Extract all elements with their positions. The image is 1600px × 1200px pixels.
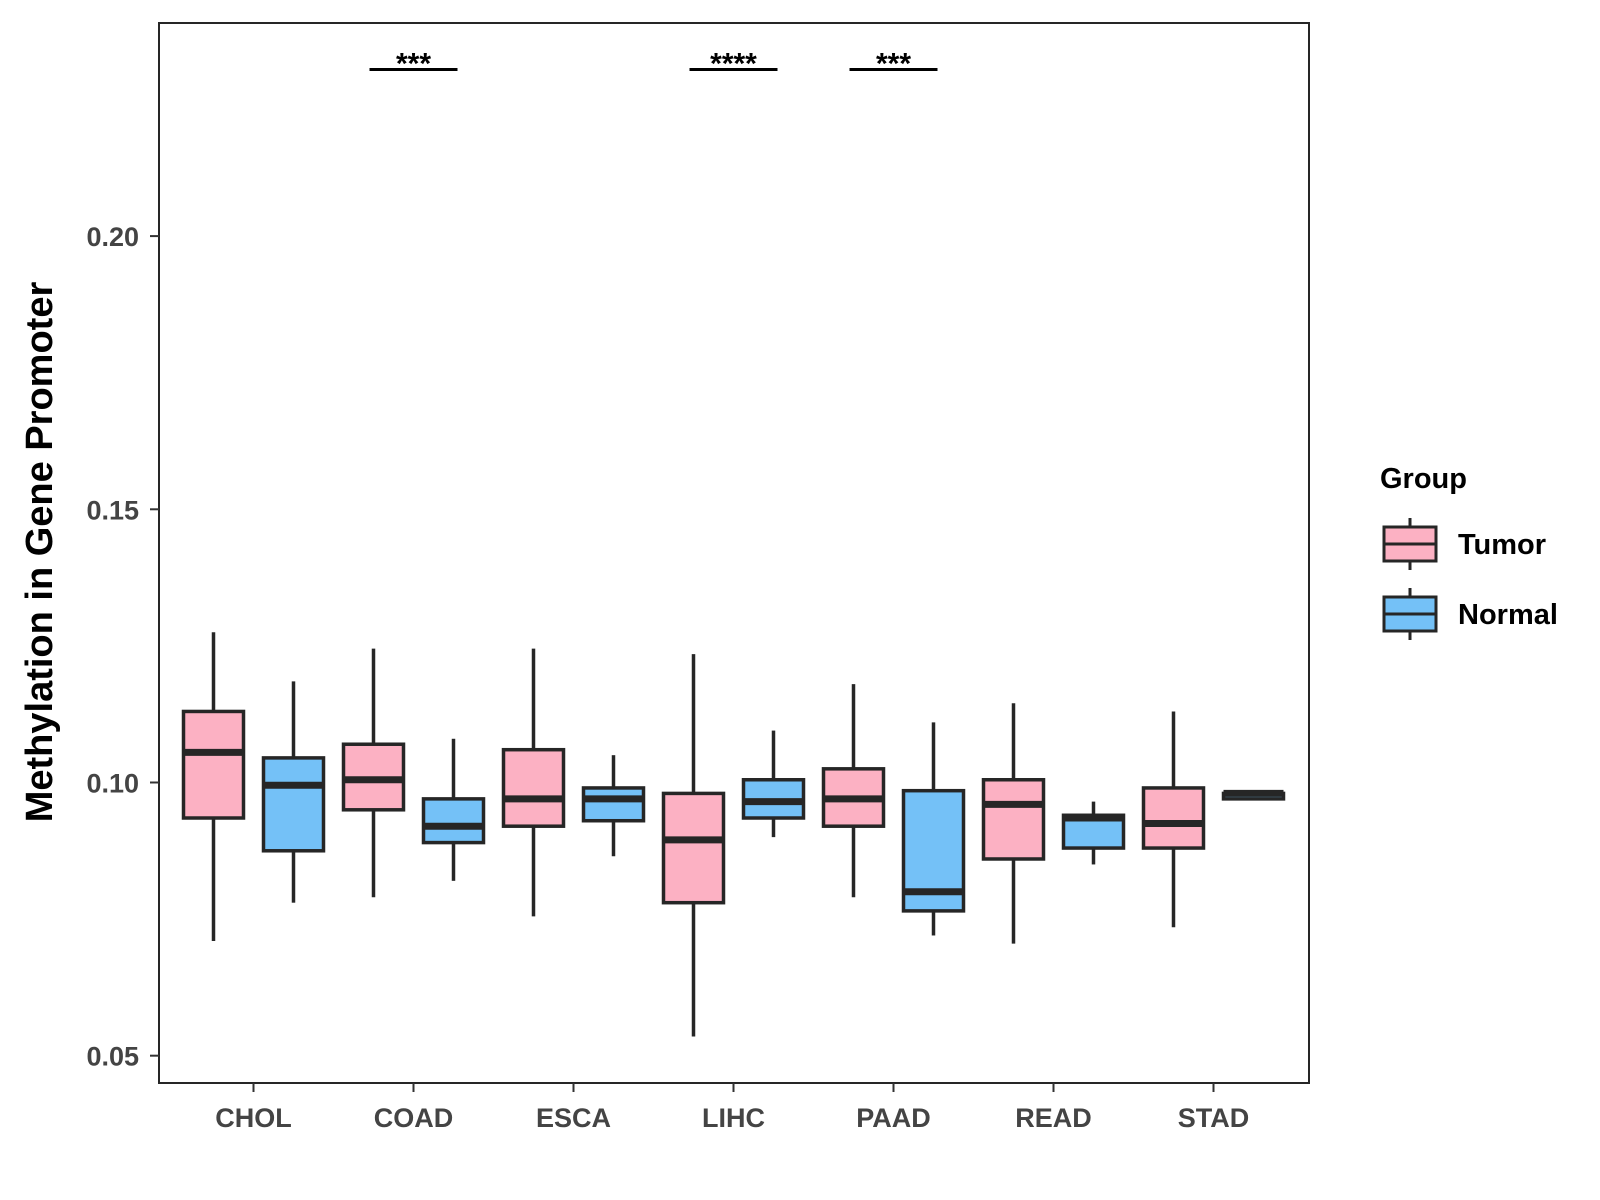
box-esca-tumor — [501, 648, 566, 917]
x-tick-label-lihc: LIHC — [702, 1103, 765, 1133]
y-tick-label: 0.20 — [86, 222, 139, 252]
x-tick-label-paad: PAAD — [856, 1103, 931, 1133]
legend-key-normal — [1382, 588, 1438, 640]
significance-label-paad: *** — [876, 47, 911, 80]
box-body — [581, 786, 646, 823]
y-axis-title: Methylation in Gene Promoter — [19, 282, 61, 823]
box-coad-normal — [421, 738, 486, 881]
box-chol-normal — [261, 681, 326, 903]
box-stad-tumor — [1141, 711, 1206, 928]
legend-label-normal: Normal — [1458, 599, 1558, 631]
box-body — [261, 756, 326, 853]
x-tick-label-stad: STAD — [1178, 1103, 1250, 1133]
box-body — [501, 747, 566, 828]
box-paad-normal — [901, 722, 966, 936]
box-coad-tumor — [341, 648, 406, 898]
x-tick-label-esca: ESCA — [536, 1103, 611, 1133]
y-tick-label: 0.05 — [86, 1042, 139, 1072]
legend: Group Tumor Normal — [1380, 463, 1558, 640]
box-body — [981, 778, 1046, 861]
x-tick-label-coad: COAD — [374, 1103, 454, 1133]
legend-title: Group — [1380, 463, 1467, 495]
box-esca-normal — [581, 755, 646, 857]
y-tick-label: 0.10 — [86, 768, 139, 798]
x-tick-label-read: READ — [1015, 1103, 1092, 1133]
significance-label-coad: *** — [396, 47, 431, 80]
box-body — [421, 797, 486, 845]
box-lihc-normal — [741, 730, 806, 838]
box-paad-tumor — [821, 684, 886, 898]
legend-key-tumor — [1382, 518, 1438, 570]
legend-label-tumor: Tumor — [1458, 529, 1546, 561]
plot-area: 0.05 0.10 0.15 0.20 CHOL COAD ESCA LIHC PAAD READ… — [86, 22, 1310, 1133]
box-read-tumor — [981, 703, 1046, 944]
box-body — [1141, 786, 1206, 850]
significance-label-lihc: **** — [710, 47, 757, 80]
box-lihc-tumor — [661, 654, 726, 1037]
box-read-normal — [1061, 801, 1126, 865]
box-chol-tumor — [181, 632, 246, 941]
box-body — [661, 791, 726, 905]
y-tick-label: 0.15 — [86, 495, 139, 525]
box-stad-normal — [1221, 789, 1286, 801]
x-tick-label-chol: CHOL — [215, 1103, 292, 1133]
box-body — [181, 709, 246, 820]
